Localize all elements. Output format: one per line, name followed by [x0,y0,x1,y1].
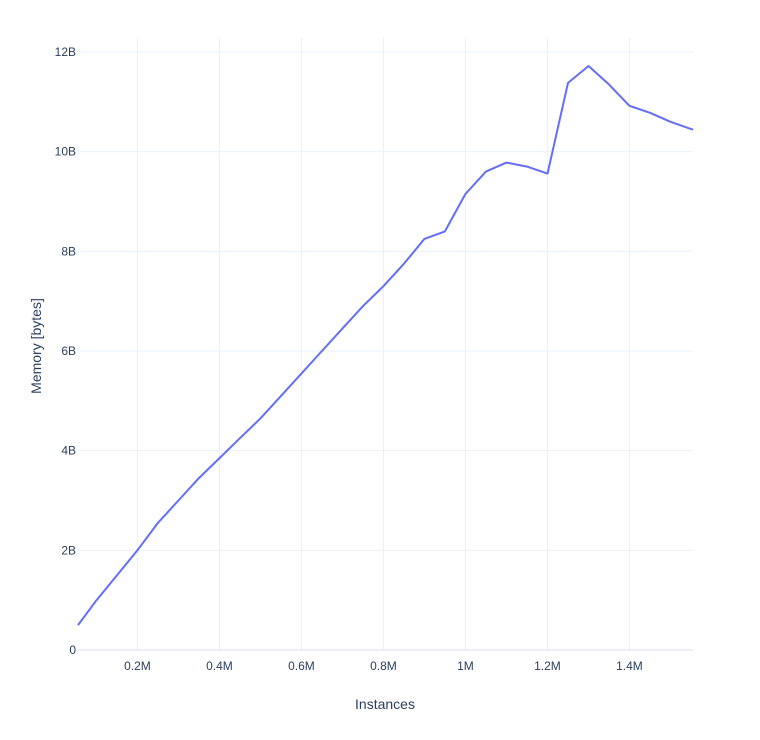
x-tick-label: 0.4M [206,659,233,673]
y-tick-label: 0 [69,643,76,657]
grid-layer [78,37,693,651]
x-axis-ticks: 0.2M 0.4M 0.6M 0.8M 1M 1.2M 1.4M [124,659,643,673]
x-axis-title: Instances [355,696,415,712]
x-tick-label: 0.8M [370,659,397,673]
y-tick-label: 10B [55,145,76,159]
y-tick-label: 2B [61,543,76,557]
y-tick-label: 6B [61,344,76,358]
y-axis-ticks: 0 2B 4B 6B 8B 10B 12B [55,45,77,657]
series-layer [77,65,694,626]
x-tick-label: 0.2M [124,659,151,673]
y-tick-label: 4B [61,444,76,458]
x-tick-label: 1M [457,659,474,673]
x-tick-label: 1.4M [616,659,643,673]
y-tick-label: 12B [55,45,76,59]
y-tick-label: 8B [61,244,76,258]
series-line [77,65,694,626]
x-tick-label: 0.6M [288,659,315,673]
x-tick-label: 1.2M [534,659,561,673]
y-axis-title: Memory [bytes] [28,298,44,394]
